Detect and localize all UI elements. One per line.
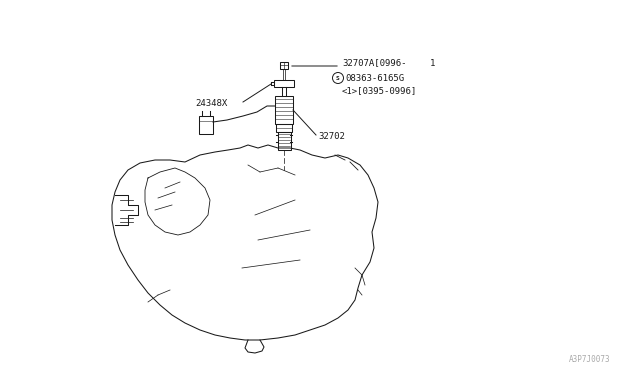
- Bar: [274, 80, 294, 87]
- Bar: [275, 96, 293, 124]
- Bar: [280, 62, 288, 69]
- Text: 24348X: 24348X: [195, 99, 227, 108]
- Bar: [278, 132, 291, 150]
- Bar: [199, 116, 213, 134]
- Text: 32702: 32702: [318, 131, 345, 141]
- Text: 1: 1: [430, 58, 435, 67]
- Text: S: S: [336, 76, 340, 80]
- Bar: [276, 124, 292, 132]
- Text: 32707A[0996-: 32707A[0996-: [342, 58, 406, 67]
- Text: <1>[0395-0996]: <1>[0395-0996]: [342, 87, 417, 96]
- Text: A3P7J0073: A3P7J0073: [568, 356, 610, 365]
- Text: 08363-6165G: 08363-6165G: [345, 74, 404, 83]
